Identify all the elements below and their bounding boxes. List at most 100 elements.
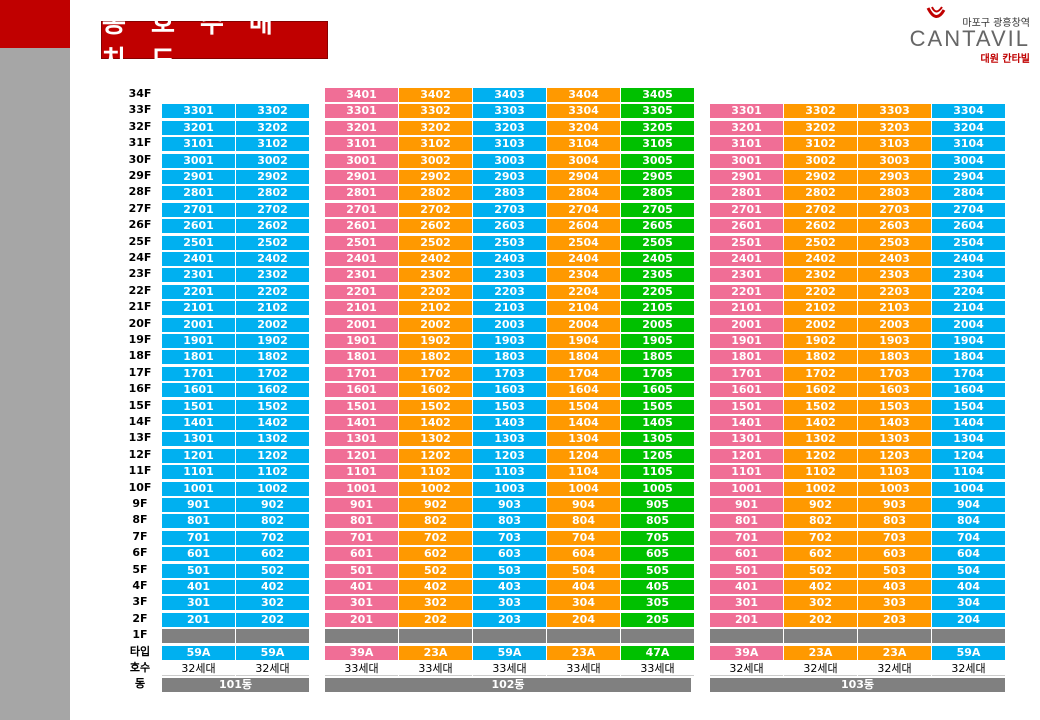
unit-cell: 3104 <box>547 137 620 152</box>
unit-cell: 1201 <box>162 448 235 463</box>
unit-cell: 902 <box>399 498 472 512</box>
unit-cell: 1104 <box>547 465 620 480</box>
unit-type-cell: 59A <box>473 645 546 660</box>
unit-cell: 1703 <box>858 366 931 381</box>
unit-cell: 504 <box>547 563 620 578</box>
unit-cell: 603 <box>858 547 931 562</box>
unit-cell: 3103 <box>858 137 931 152</box>
floor-label: 6F <box>132 546 148 560</box>
unit-cell: 2102 <box>784 301 857 316</box>
unit-cell: 304 <box>547 596 620 611</box>
unit-cell: 3403 <box>473 88 546 102</box>
unit-cell: 701 <box>162 530 235 545</box>
type-row-label: 타입 <box>129 644 151 658</box>
unit-cell: 2702 <box>784 202 857 217</box>
unit-cell: 2002 <box>784 317 857 332</box>
unit-cell: 1004 <box>547 481 620 496</box>
unit-cell: 1901 <box>710 334 783 348</box>
unit-cell: 1601 <box>162 383 235 398</box>
unit-cell: 2903 <box>858 170 931 184</box>
unit-cell: 1604 <box>932 383 1005 398</box>
unit-cell: 2004 <box>547 317 620 332</box>
unit-cell: 402 <box>236 580 309 594</box>
unit-cell: 3102 <box>784 137 857 152</box>
unit-cell: 1204 <box>547 448 620 463</box>
unit-cell: 1505 <box>621 399 694 414</box>
household-count-cell: 33세대 <box>621 662 694 676</box>
unit-cell: 2704 <box>547 202 620 217</box>
unit-cell: 2604 <box>547 219 620 234</box>
unit-cell: 2502 <box>236 235 309 250</box>
floor-label: 1F <box>132 628 148 642</box>
unit-cell: 1103 <box>473 465 546 480</box>
unit-cell: 204 <box>932 612 1005 627</box>
unit-cell: 1903 <box>473 334 546 348</box>
floor-label: 2F <box>132 611 148 625</box>
unit-cell: 3202 <box>236 120 309 135</box>
unit-cell: 2601 <box>325 219 398 234</box>
unit-cell: 2002 <box>399 317 472 332</box>
unit-cell: 2801 <box>325 186 398 201</box>
unit-cell: 3201 <box>162 120 235 135</box>
unit-cell: 502 <box>236 563 309 578</box>
unit-cell: 2402 <box>784 252 857 266</box>
unit-cell: 601 <box>710 547 783 562</box>
floor-label: 25F <box>128 234 152 248</box>
unit-cell: 201 <box>162 612 235 627</box>
building-name-cell: 101동 <box>162 678 309 693</box>
unit-cell: 3003 <box>473 153 546 168</box>
first-floor-cell <box>784 629 857 644</box>
unit-cell: 1502 <box>399 399 472 414</box>
unit-cell: 2503 <box>473 235 546 250</box>
unit-cell: 1902 <box>399 334 472 348</box>
unit-cell: 2103 <box>473 301 546 316</box>
unit-cell: 2503 <box>858 235 931 250</box>
unit-cell: 1401 <box>162 416 235 430</box>
unit-cell: 602 <box>236 547 309 562</box>
unit-cell: 1405 <box>621 416 694 430</box>
unit-cell: 704 <box>932 530 1005 545</box>
unit-cell: 2603 <box>473 219 546 234</box>
unit-cell: 1305 <box>621 432 694 447</box>
unit-type-cell: 47A <box>621 645 694 660</box>
household-count-cell: 32세대 <box>710 662 783 676</box>
unit-cell: 3105 <box>621 137 694 152</box>
unit-cell: 604 <box>547 547 620 562</box>
unit-cell: 2203 <box>473 284 546 299</box>
unit-cell: 3305 <box>621 104 694 119</box>
floor-label: 18F <box>128 349 152 363</box>
unit-cell: 1005 <box>621 481 694 496</box>
unit-cell: 1402 <box>784 416 857 430</box>
unit-cell: 902 <box>236 498 309 512</box>
unit-cell: 902 <box>784 498 857 512</box>
unit-cell: 201 <box>710 612 783 627</box>
first-floor-cell <box>325 629 398 644</box>
floor-label: 23F <box>128 267 152 281</box>
unit-cell: 1001 <box>710 481 783 496</box>
unit-cell: 1801 <box>710 350 783 365</box>
floor-label: 15F <box>128 398 152 412</box>
first-floor-cell <box>236 629 309 644</box>
unit-cell: 701 <box>325 530 398 545</box>
unit-cell: 3101 <box>325 137 398 152</box>
unit-cell: 602 <box>784 547 857 562</box>
unit-cell: 1801 <box>325 350 398 365</box>
unit-cell: 2404 <box>547 252 620 266</box>
unit-cell: 1204 <box>932 448 1005 463</box>
unit-cell: 1103 <box>858 465 931 480</box>
unit-cell: 702 <box>784 530 857 545</box>
unit-cell: 3301 <box>162 104 235 119</box>
unit-cell: 1101 <box>325 465 398 480</box>
unit-cell: 1803 <box>473 350 546 365</box>
unit-cell: 3201 <box>325 120 398 135</box>
unit-cell: 2805 <box>621 186 694 201</box>
unit-cell: 1403 <box>858 416 931 430</box>
unit-cell: 401 <box>710 580 783 594</box>
unit-cell: 2003 <box>473 317 546 332</box>
unit-cell: 304 <box>932 596 1005 611</box>
floor-label: 16F <box>128 382 152 396</box>
unit-cell: 2301 <box>710 268 783 283</box>
unit-cell: 405 <box>621 580 694 594</box>
unit-cell: 3004 <box>547 153 620 168</box>
unit-cell: 1301 <box>710 432 783 447</box>
